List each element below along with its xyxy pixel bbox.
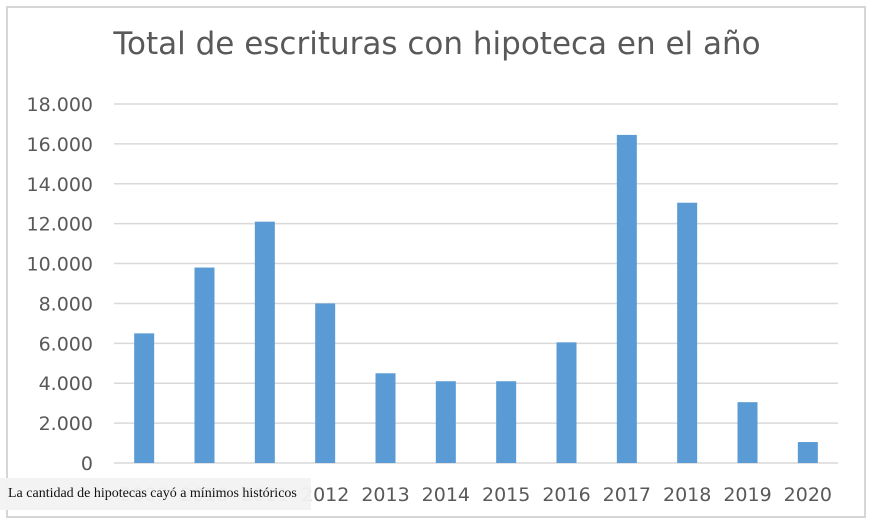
y-tick-label: 8.000: [39, 293, 93, 315]
y-tick-label: 10.000: [27, 254, 93, 276]
x-tick-label: 2019: [723, 484, 771, 506]
bar-2015: [496, 381, 517, 463]
bar-2013: [375, 373, 396, 463]
bar-2020: [797, 442, 818, 463]
y-tick-label: 2.000: [39, 413, 93, 435]
y-tick-label: 18.000: [27, 94, 93, 116]
chart-title: Total de escrituras con hipoteca en el a…: [113, 26, 761, 62]
bar-2011: [254, 221, 275, 463]
bar-2016: [556, 342, 577, 463]
y-tick-label: 16.000: [27, 134, 93, 156]
image-caption: La cantidad de hipotecas cayó a mínimos …: [0, 478, 311, 510]
x-tick-label: 2016: [542, 484, 590, 506]
x-tick-label: 2015: [482, 484, 530, 506]
bar-2017: [616, 134, 637, 464]
bar-2012: [315, 303, 336, 463]
y-tick-label: 4.000: [39, 373, 93, 395]
x-tick-label: 2017: [603, 484, 651, 506]
y-tick-label: 12.000: [27, 214, 93, 236]
x-tick-label: 2020: [784, 484, 832, 506]
bar-2014: [435, 381, 456, 463]
bar-2010: [194, 267, 215, 463]
bar-2018: [677, 202, 698, 463]
y-tick-label: 6.000: [39, 333, 93, 355]
bar-2009: [134, 333, 155, 463]
x-tick-label: 2014: [422, 484, 470, 506]
y-tick-label: 14.000: [27, 174, 93, 196]
x-tick-label: 2012: [301, 484, 349, 506]
bar-2019: [737, 402, 758, 463]
y-tick-label: 0: [81, 453, 93, 475]
x-tick-label: 2018: [663, 484, 711, 506]
x-tick-label: 2013: [361, 484, 409, 506]
